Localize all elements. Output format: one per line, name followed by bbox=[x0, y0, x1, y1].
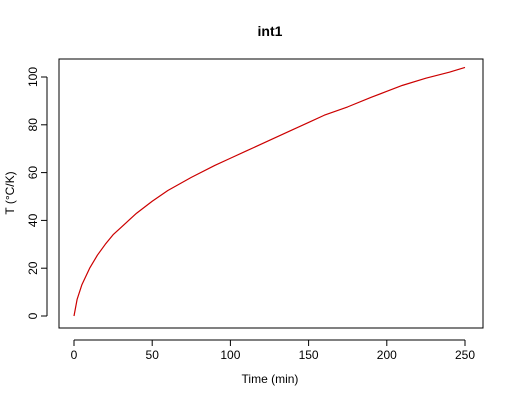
plot-area-border bbox=[58, 58, 484, 329]
y-tick-label: 80 bbox=[26, 118, 40, 132]
y-axis-label: T (°C/K) bbox=[3, 171, 17, 214]
y-axis: 0 20 40 60 80 100 bbox=[26, 67, 48, 319]
y-tick-label: 0 bbox=[26, 312, 40, 319]
x-tick-label: 250 bbox=[455, 348, 475, 362]
y-tick-label: 40 bbox=[26, 213, 40, 227]
x-axis-label: Time (min) bbox=[242, 372, 299, 386]
chart-title: int1 bbox=[258, 23, 283, 39]
x-tick-label: 50 bbox=[146, 348, 160, 362]
x-tick-label: 200 bbox=[377, 348, 397, 362]
x-tick-label: 0 bbox=[71, 348, 78, 362]
y-tick-label: 60 bbox=[26, 166, 40, 180]
x-tick-label: 150 bbox=[299, 348, 319, 362]
x-axis: 0 50 100 150 200 250 bbox=[71, 339, 475, 362]
series-layer bbox=[73, 66, 466, 317]
y-tick-label: 20 bbox=[26, 261, 40, 275]
y-tick-label: 100 bbox=[26, 67, 40, 87]
x-tick-label: 100 bbox=[220, 348, 240, 362]
series-line-0 bbox=[73, 66, 466, 317]
